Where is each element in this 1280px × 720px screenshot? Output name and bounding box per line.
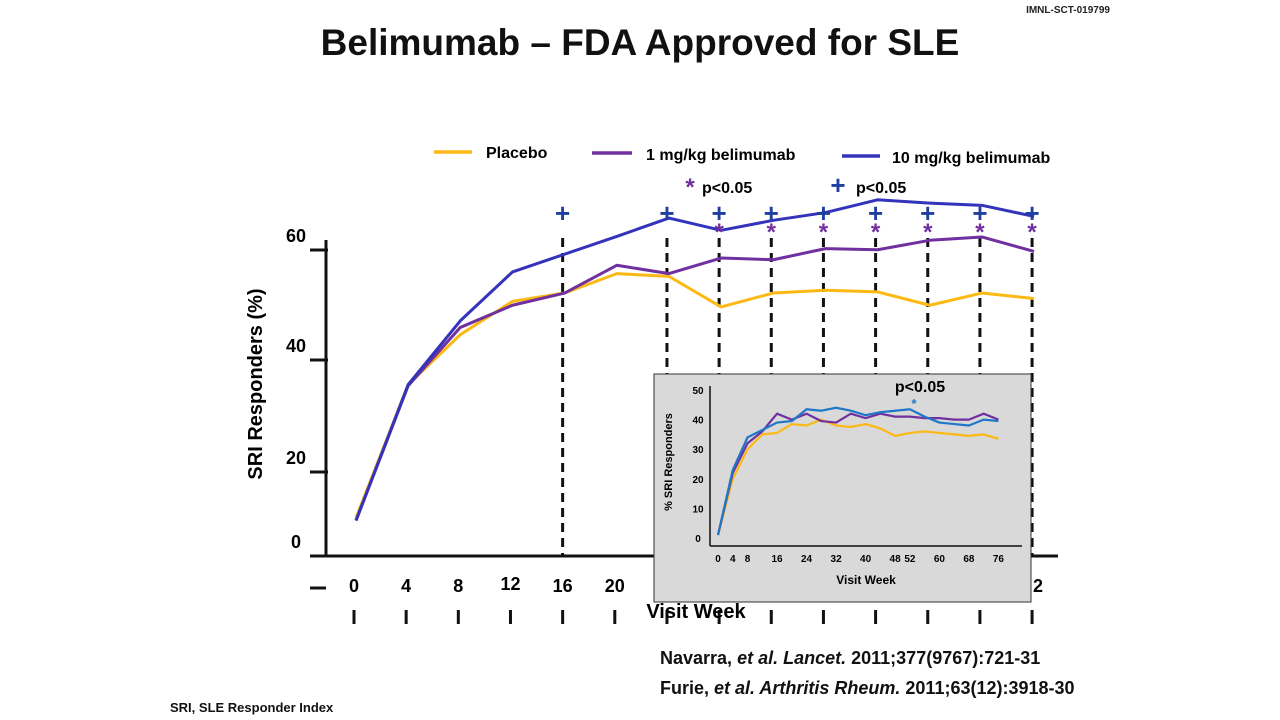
- footnote: SRI, SLE Responder Index: [170, 700, 334, 715]
- inset-x-tick-label: 16: [771, 554, 783, 565]
- inset-y-tick-label: 0: [695, 534, 701, 545]
- star-marker: *: [714, 219, 724, 246]
- slide-title: Belimumab – FDA Approved for SLE: [320, 22, 960, 63]
- plus-key-symbol: +: [830, 170, 845, 200]
- inset-x-tick-label: 40: [860, 554, 872, 565]
- citation-2: Furie, et al. Arthritis Rheum. 2011;63(1…: [660, 678, 1075, 699]
- y-tick-label: 60: [286, 226, 306, 246]
- inset-x-tick-label: 48: [890, 554, 902, 565]
- citation-2-etal: et al.: [714, 678, 756, 698]
- x-tick-label: 16: [553, 576, 573, 596]
- inset-y-axis-label: % SRI Responders: [663, 413, 675, 511]
- y-tick-label: 40: [286, 336, 306, 356]
- plus-marker: +: [816, 198, 831, 228]
- legend-label: Placebo: [486, 145, 548, 162]
- inset-x-tick-label: 8: [745, 554, 751, 565]
- star-marker: *: [1027, 219, 1037, 246]
- inset-annotation: p<0.05: [895, 379, 945, 396]
- y-axis-label: SRI Responders (%): [245, 288, 267, 479]
- x-tick-label: 20: [605, 576, 625, 596]
- series-line-10-mg-kg-belimumab: [354, 198, 1035, 522]
- citation-2-authors: Furie,: [660, 678, 715, 698]
- plus-marker: +: [1024, 198, 1039, 228]
- inset-y-tick-label: 20: [692, 475, 704, 486]
- inset-y-tick-label: 40: [692, 416, 704, 427]
- citation-1-authors: Navarra,: [660, 648, 738, 668]
- y-tick-label: 0: [291, 532, 301, 552]
- citation-1: Navarra, et al. Lancet. 2011;377(9767):7…: [660, 648, 1040, 669]
- inset-x-axis-label: Visit Week: [836, 573, 896, 587]
- star-marker: *: [923, 219, 933, 246]
- inset-y-tick-label: 30: [692, 445, 704, 456]
- star-marker: *: [975, 219, 985, 246]
- citation-2-details: 2011;63(12):3918-30: [900, 678, 1075, 698]
- x-tick-label: 0: [349, 576, 359, 596]
- x-tick-label: 8: [453, 576, 463, 596]
- inset-x-tick-label: 0: [715, 554, 721, 565]
- star-key-label: p<0.05: [702, 180, 752, 197]
- inset-x-tick-label: 52: [904, 554, 916, 565]
- star-marker: *: [819, 219, 829, 246]
- star-marker: *: [871, 219, 881, 246]
- inset-x-tick-label: 24: [801, 554, 813, 565]
- plus-marker: +: [972, 198, 987, 228]
- plus-marker: +: [920, 198, 935, 228]
- x-axis-label: Visit Week: [646, 601, 746, 623]
- legend-label: 10 mg/kg belimumab: [892, 150, 1050, 167]
- star-marker: *: [767, 219, 777, 246]
- plus-marker: +: [712, 198, 727, 228]
- y-tick-label: 20: [286, 448, 306, 468]
- series-line-placebo: [354, 272, 1035, 519]
- inset-series-line-placebo: [716, 418, 999, 536]
- citation-1-details: 2011;377(9767):721-31: [846, 648, 1041, 668]
- inset-x-tick-label: 76: [993, 554, 1005, 565]
- star-key-symbol: *: [685, 174, 695, 201]
- inset-x-tick-label: 60: [934, 554, 946, 565]
- inset-x-tick-label: 68: [963, 554, 975, 565]
- x-tick-label: 12: [500, 574, 520, 594]
- plus-marker: +: [868, 198, 883, 228]
- x-tick-label-partial: 2: [1033, 576, 1043, 596]
- slide-code: IMNL-SCT-019799: [1026, 5, 1110, 16]
- plus-marker: +: [764, 198, 779, 228]
- x-tick-label: 4: [401, 576, 411, 596]
- plus-marker: +: [659, 198, 674, 228]
- inset-series-line-10-mg-kg-belimumab: [716, 406, 999, 536]
- series-line-1-mg-kg-belimumab: [354, 235, 1035, 522]
- inset-x-tick-label: 4: [730, 554, 736, 565]
- inset-annotation-mark: *: [911, 396, 917, 411]
- citation-1-journal: Lancet.: [778, 648, 847, 668]
- citation-2-journal: Arthritis Rheum.: [755, 678, 901, 698]
- inset-y-tick-label: 50: [692, 386, 704, 397]
- citation-1-etal: et al.: [737, 648, 779, 668]
- inset-y-tick-label: 10: [692, 504, 704, 515]
- plus-marker: +: [555, 198, 570, 228]
- inset-panel: [653, 373, 1032, 603]
- plus-key-label: p<0.05: [856, 180, 906, 197]
- legend-label: 1 mg/kg belimumab: [646, 147, 796, 164]
- inset-x-tick-label: 32: [831, 554, 843, 565]
